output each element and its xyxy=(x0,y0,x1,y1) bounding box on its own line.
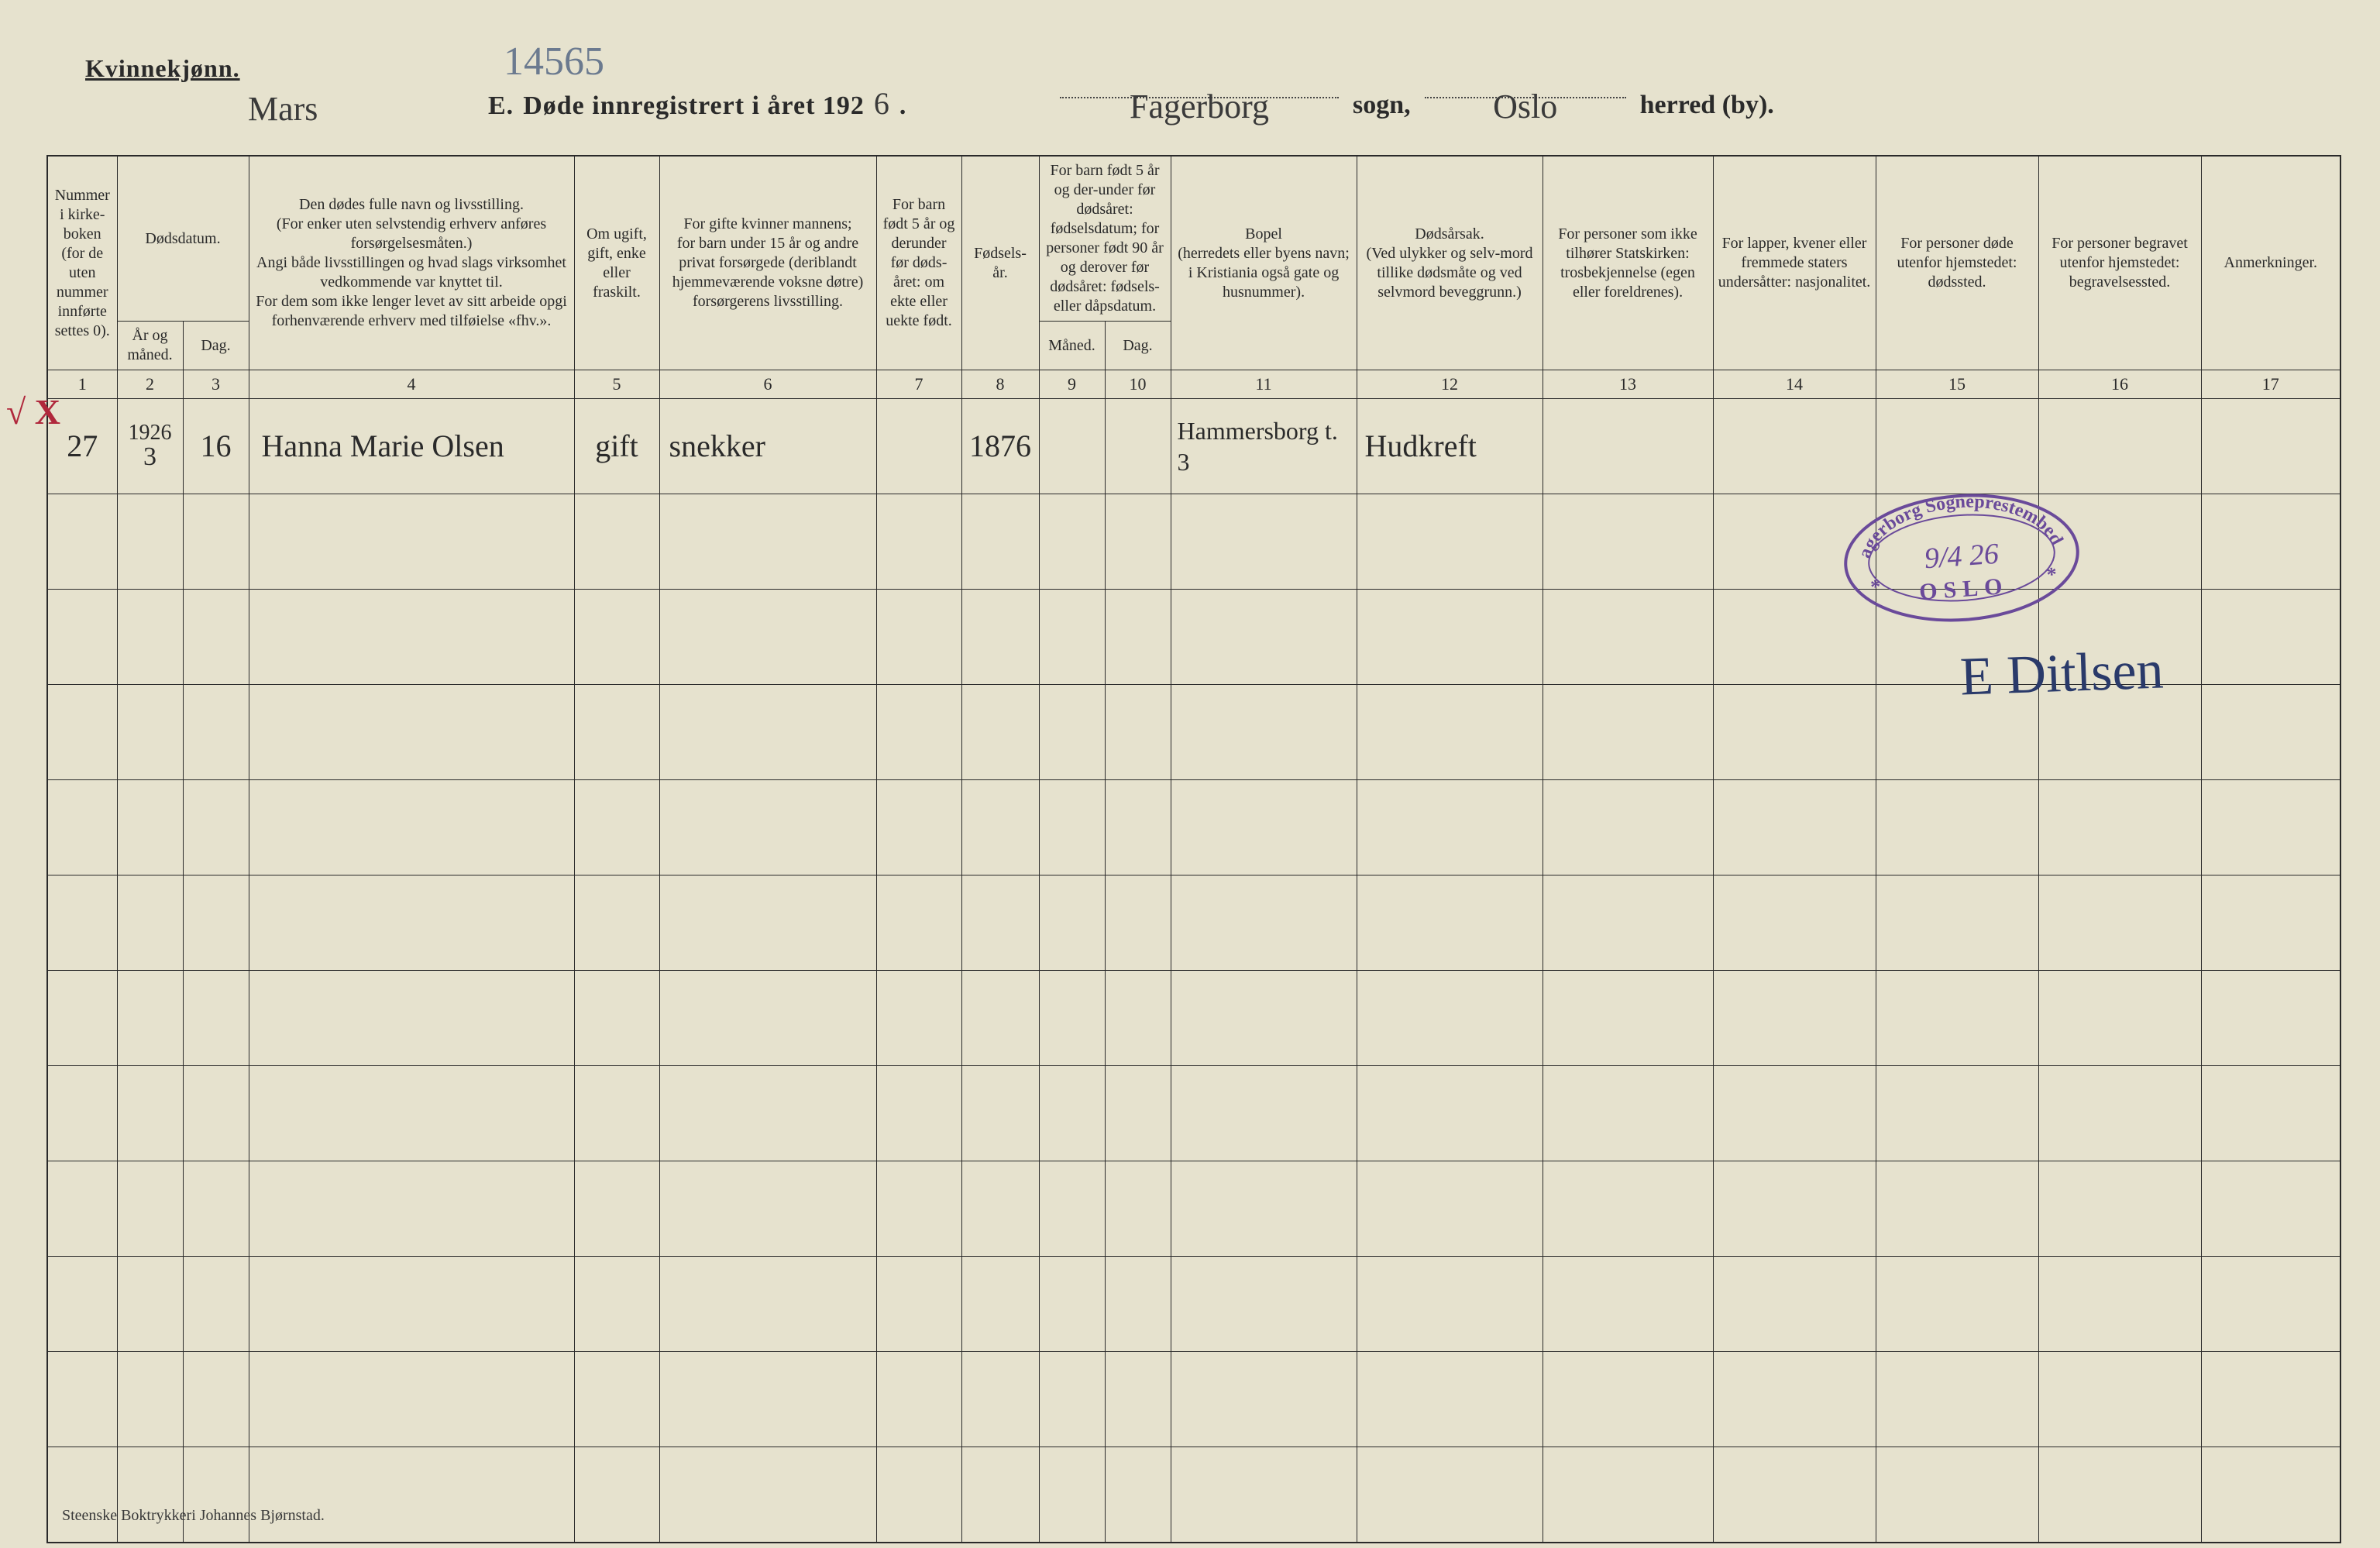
colnum-2: 2 xyxy=(117,370,183,399)
entry-c15 xyxy=(1876,398,2038,494)
entry-cause: Hudkreft xyxy=(1357,398,1543,494)
entry-birth-year: 1876 xyxy=(961,398,1039,494)
colnum-10: 10 xyxy=(1105,370,1171,399)
entry-name: Hanna Marie Olsen xyxy=(249,398,574,494)
entry-c13 xyxy=(1543,398,1713,494)
herred-label: herred (by). xyxy=(1640,91,1774,120)
colnum-14: 14 xyxy=(1713,370,1876,399)
col-11-header: Bopel (herredets eller byens navn; i Kri… xyxy=(1171,156,1357,370)
table-row xyxy=(47,779,2340,875)
colnum-9: 9 xyxy=(1039,370,1105,399)
entry-year-month: 1926 3 xyxy=(117,398,183,494)
col-12-header: Dødsårsak. (Ved ulykker og selv-mord til… xyxy=(1357,156,1543,370)
col-2-top: Dødsdatum. xyxy=(117,156,249,322)
col-15-header: For personer døde utenfor hjemstedet: dø… xyxy=(1876,156,2038,370)
colnum-8: 8 xyxy=(961,370,1039,399)
title-line: E. Døde innregistrert i året 192 6 . xyxy=(488,85,906,122)
colnum-4: 4 xyxy=(249,370,574,399)
entry-c9a xyxy=(1039,398,1105,494)
colnum-6: 6 xyxy=(659,370,876,399)
colnum-11: 11 xyxy=(1171,370,1357,399)
pencil-number: 14565 xyxy=(504,39,604,84)
colnum-15: 15 xyxy=(1876,370,2038,399)
entry-c9b xyxy=(1105,398,1171,494)
table-row xyxy=(47,1256,2340,1351)
col-5-header: Om ugift, gift, enke eller fraskilt. xyxy=(574,156,659,370)
col-9-top: For barn født 5 år og der-under før døds… xyxy=(1039,156,1171,322)
stamp-date: 9/4 26 xyxy=(1923,538,2000,576)
sogn-value: Fagerborg xyxy=(1130,88,1269,126)
col-17-header: Anmerkninger. xyxy=(2201,156,2340,370)
colnum-12: 12 xyxy=(1357,370,1543,399)
colnum-5: 5 xyxy=(574,370,659,399)
printer-footer: Steenske Boktrykkeri Johannes Bjørnstad. xyxy=(62,1507,325,1525)
signature: E Ditlsen xyxy=(1959,639,2164,708)
title-suffix: . xyxy=(899,91,907,121)
col-7-header: For barn født 5 år og derunder før døds-… xyxy=(876,156,961,370)
col-2b-header: Dag. xyxy=(183,322,249,370)
col-16-header: For personer begravet utenfor hjemstedet… xyxy=(2038,156,2201,370)
title-prefix: E. xyxy=(488,91,514,121)
col-2a-header: År og måned. xyxy=(117,322,183,370)
col-13-header: For personer som ikke tilhører Statskirk… xyxy=(1543,156,1713,370)
table-row xyxy=(47,875,2340,970)
entry-spouse: snekker xyxy=(659,398,876,494)
register-table: Nummer i kirke-boken (for de uten nummer… xyxy=(46,155,2341,1543)
entry-c14 xyxy=(1713,398,1876,494)
svg-text:*: * xyxy=(2046,562,2064,586)
gender-label: Kvinnekjønn. xyxy=(85,54,240,83)
table-row xyxy=(47,1161,2340,1256)
title-year-digit: 6 xyxy=(874,85,890,122)
sogn-label: sogn, xyxy=(1353,91,1411,120)
colnum-16: 16 xyxy=(2038,370,2201,399)
entry-day: 16 xyxy=(183,398,249,494)
col-8-header: Fødsels-år. xyxy=(961,156,1039,370)
entry-residence: Hammersborg t. 3 xyxy=(1171,398,1357,494)
herred-value: Oslo xyxy=(1493,88,1557,126)
title-right: Fagerborg sogn, Oslo herred (by). xyxy=(1054,82,1782,120)
col-9b-header: Dag. xyxy=(1105,322,1171,370)
entry-month: 3 xyxy=(143,444,156,470)
colnum-7: 7 xyxy=(876,370,961,399)
table-row xyxy=(47,970,2340,1065)
col-1-header: Nummer i kirke-boken (for de uten nummer… xyxy=(47,156,117,370)
stamp-bottom: OSLO xyxy=(1918,573,2009,605)
entry-year: 1926 xyxy=(129,422,172,444)
entry-status: gift xyxy=(574,398,659,494)
table-row xyxy=(47,1447,2340,1543)
entry-c16 xyxy=(2038,398,2201,494)
entry-c17 xyxy=(2201,398,2340,494)
page-header: Kvinnekjønn. Mars 14565 E. Døde innregis… xyxy=(85,46,2295,147)
table-row xyxy=(47,1351,2340,1447)
colnum-13: 13 xyxy=(1543,370,1713,399)
col-4-header: Den dødes fulle navn og livsstilling. (F… xyxy=(249,156,574,370)
col-6-header: For gifte kvinner mannens; for barn unde… xyxy=(659,156,876,370)
month-handwritten: Mars xyxy=(248,89,318,129)
parish-stamp: agerborg Sogneprestembed 9/4 26 OSLO * * xyxy=(1833,480,2090,636)
col-14-header: For lapper, kvener eller fremmede stater… xyxy=(1713,156,1876,370)
colnum-17: 17 xyxy=(2201,370,2340,399)
svg-text:*: * xyxy=(1869,575,1887,598)
margin-mark: √ X xyxy=(6,391,60,432)
table-row xyxy=(47,1065,2340,1161)
col-9a-header: Måned. xyxy=(1039,322,1105,370)
table-row: 27 1926 3 16 Hanna Marie Olsen gift snek… xyxy=(47,398,2340,494)
entry-c7 xyxy=(876,398,961,494)
colnum-3: 3 xyxy=(183,370,249,399)
title-main: Døde innregistrert i året 192 xyxy=(523,91,865,121)
